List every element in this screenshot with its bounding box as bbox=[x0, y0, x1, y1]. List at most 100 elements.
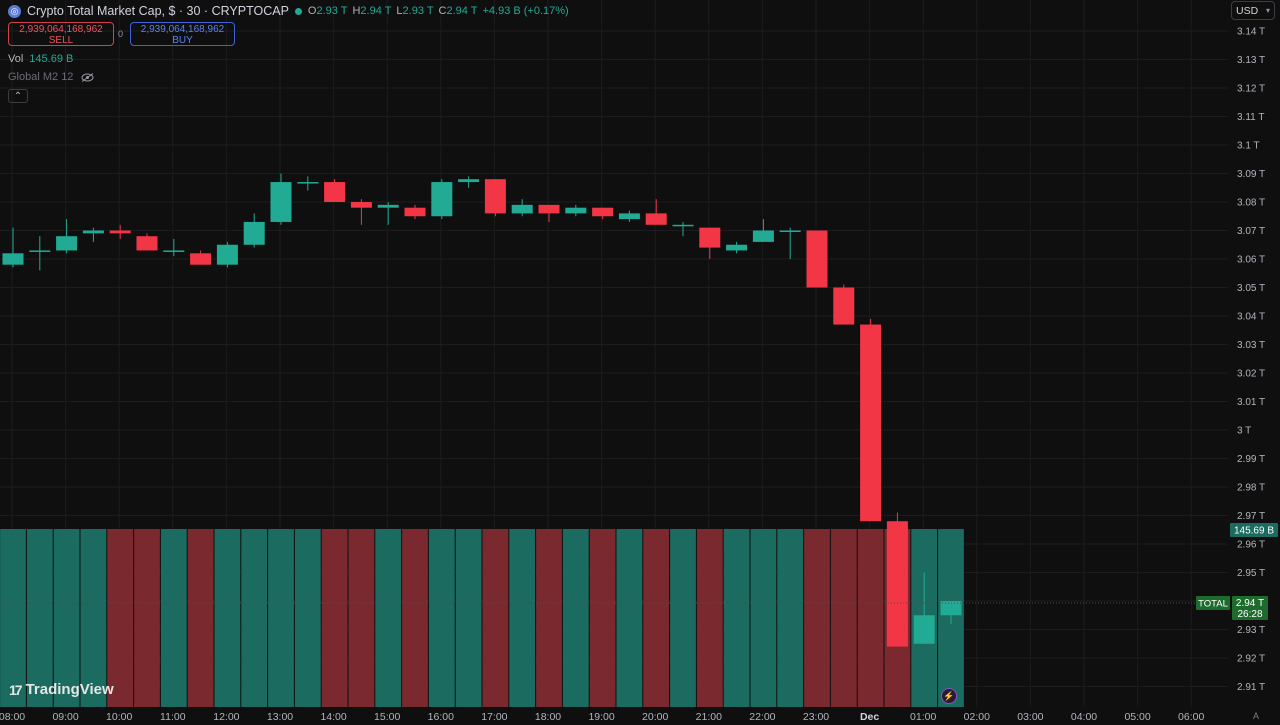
time-tick-label: 05:00 bbox=[1124, 711, 1150, 723]
candle-body bbox=[190, 253, 212, 265]
time-tick-label: 22:00 bbox=[749, 711, 775, 723]
tv-logo-icon: 17 bbox=[9, 681, 23, 698]
time-tick-label: 02:00 bbox=[964, 711, 990, 723]
volume-bar bbox=[509, 529, 536, 707]
price-tick-label: 3.01 T bbox=[1237, 397, 1265, 408]
time-tick-label: 08:00 bbox=[0, 711, 25, 723]
volume-bar bbox=[670, 529, 696, 707]
symbol-title[interactable]: Crypto Total Market Cap, $ · 30 · CRYPTO… bbox=[27, 4, 289, 18]
price-tick-label: 3.03 T bbox=[1237, 340, 1265, 351]
ohlc-high: H2.94 T bbox=[352, 5, 392, 17]
volume-bar bbox=[80, 529, 107, 707]
volume-value: 145.69 B bbox=[29, 53, 74, 65]
candle-body bbox=[82, 230, 104, 234]
candle-body bbox=[297, 182, 319, 184]
autoscale-button[interactable]: A bbox=[1253, 711, 1260, 721]
volume-bar bbox=[589, 529, 616, 707]
time-tick-label: Dec bbox=[860, 711, 879, 723]
price-tick-label: 3.08 T bbox=[1237, 198, 1265, 209]
price-tick-label: 2.97 T bbox=[1237, 511, 1265, 522]
price-axis: 3.14 T 3.13 T 3.12 T 3.11 T 3.1 T 3.09 T 3.08 … bbox=[1237, 27, 1265, 694]
candle-body bbox=[672, 224, 694, 227]
tradingview-logo[interactable]: 17 TradingView bbox=[9, 681, 114, 698]
symbol-tag: TOTAL bbox=[1198, 599, 1228, 610]
price-tick-label: 2.93 T bbox=[1237, 625, 1265, 636]
candle-body bbox=[618, 213, 640, 220]
volume-bar bbox=[268, 529, 294, 707]
ohlc-low: L2.93 T bbox=[396, 5, 434, 17]
price-tick-label: 3.05 T bbox=[1237, 283, 1265, 294]
volume-bar bbox=[402, 529, 428, 707]
volume-bar bbox=[562, 529, 589, 707]
time-axis: 08:00 09:00 10:00 11:00 12:00 13:00 14:00 15:00… bbox=[0, 711, 1204, 723]
time-tick-label: 21:00 bbox=[696, 711, 722, 723]
price-tag: 2.94 T bbox=[1236, 598, 1264, 609]
candles bbox=[2, 173, 962, 647]
volume-bar bbox=[241, 529, 268, 707]
time-tick-label: 14:00 bbox=[320, 711, 346, 723]
volume-bar bbox=[428, 529, 455, 707]
price-tick-label: 3.09 T bbox=[1237, 169, 1265, 180]
volume-bar bbox=[777, 529, 804, 707]
time-tick-label: 19:00 bbox=[588, 711, 614, 723]
candle-body bbox=[2, 253, 24, 265]
volume-bar bbox=[830, 529, 857, 707]
chevron-up-icon: ⌃ bbox=[13, 90, 23, 102]
volume-bar bbox=[536, 529, 562, 707]
ohlc-close: C2.94 T bbox=[438, 5, 478, 17]
price-tick-label: 3.07 T bbox=[1237, 226, 1265, 237]
ohlc-open: O2.93 T bbox=[307, 5, 348, 17]
chevron-down-icon: ▾ bbox=[1265, 6, 1270, 15]
currency-selector[interactable]: USD ▾ bbox=[1231, 1, 1275, 20]
hidden-eye-icon[interactable] bbox=[81, 72, 94, 82]
price-tick-label: 3.12 T bbox=[1237, 84, 1265, 95]
price-tick-label: 2.98 T bbox=[1237, 483, 1265, 494]
price-tick-label: 3.02 T bbox=[1237, 369, 1265, 380]
volume-tag: 145.69 B bbox=[1234, 526, 1274, 537]
candle-body bbox=[404, 207, 426, 217]
time-tick-label: 18:00 bbox=[535, 711, 561, 723]
candle-body bbox=[511, 204, 533, 214]
time-tick-label: 20:00 bbox=[642, 711, 668, 723]
price-tick-label: 3.14 T bbox=[1237, 27, 1265, 38]
market-status-icon bbox=[294, 7, 302, 15]
candle-body bbox=[752, 230, 774, 242]
candle-body bbox=[913, 615, 935, 644]
candle-body bbox=[860, 324, 882, 522]
candle-body bbox=[565, 207, 587, 214]
price-axis-tags: 145.69 B TOTAL 2.94 T 26:28 bbox=[1196, 523, 1278, 620]
time-tick-label: 16:00 bbox=[428, 711, 454, 723]
lightning-icon[interactable]: ⚡ bbox=[941, 688, 957, 704]
time-tick-label: 06:00 bbox=[1178, 711, 1204, 723]
time-tick-label: 23:00 bbox=[803, 711, 829, 723]
candle-body bbox=[699, 227, 721, 248]
buy-button[interactable]: 2,939,064,168,962 BUY bbox=[130, 22, 235, 46]
candle-body bbox=[592, 207, 614, 217]
candle-body bbox=[216, 244, 238, 265]
time-tick-label: 10:00 bbox=[106, 711, 132, 723]
collapse-legend-button[interactable]: ⌃ bbox=[8, 89, 28, 103]
price-tick-label: 3.11 T bbox=[1237, 112, 1264, 123]
price-tick-label: 3.13 T bbox=[1237, 55, 1265, 66]
candle-body bbox=[779, 230, 801, 232]
volume-bar bbox=[187, 529, 214, 707]
volume-bar bbox=[375, 529, 402, 707]
indicator-legend[interactable]: Global M2 12 bbox=[8, 71, 94, 83]
price-tick-label: 2.99 T bbox=[1237, 454, 1265, 465]
volume-label: Vol bbox=[8, 53, 24, 65]
time-tick-label: 09:00 bbox=[52, 711, 78, 723]
volume-legend[interactable]: Vol 145.69 B bbox=[8, 53, 73, 65]
volume-bar bbox=[723, 529, 750, 707]
volume-bar bbox=[294, 529, 321, 707]
volume-bar bbox=[348, 529, 375, 707]
sell-button[interactable]: 2,939,064,168,962 SELL bbox=[8, 22, 114, 46]
candle-body bbox=[484, 179, 506, 214]
volume-bar bbox=[455, 529, 482, 707]
price-tick-label: 2.96 T bbox=[1237, 540, 1265, 551]
ohlc-change: +4.93 B (+0.17%) bbox=[482, 5, 569, 17]
volume-bar bbox=[482, 529, 509, 707]
price-tick-label: 2.91 T bbox=[1237, 682, 1265, 693]
volume-bar bbox=[134, 529, 160, 707]
candle-body bbox=[377, 204, 399, 208]
